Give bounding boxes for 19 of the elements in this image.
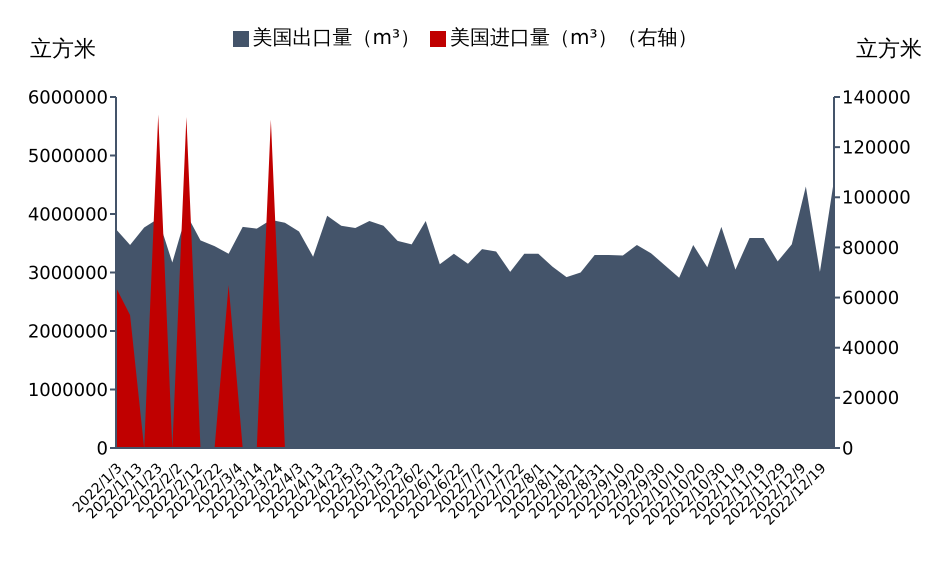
y2-tick-label: 20000 — [842, 388, 900, 410]
y2-tick-label: 40000 — [842, 338, 900, 360]
y-tick-label: 2000000 — [28, 321, 108, 342]
y-tick-label: 5000000 — [28, 146, 108, 167]
y-tick-label: 0 — [96, 438, 108, 460]
y2-tick-label: 80000 — [842, 238, 900, 259]
y-tick-label: 1000000 — [28, 380, 108, 401]
y-axis-title: 立方米 — [30, 36, 96, 64]
y-tick-label: 3000000 — [28, 262, 108, 284]
y2-tick-label: 0 — [842, 438, 854, 460]
y-tick-label: 4000000 — [28, 204, 108, 226]
y2-tick-label: 140000 — [842, 87, 911, 108]
y2-tick-label: 100000 — [842, 188, 911, 209]
y-tick-label: 6000000 — [28, 87, 108, 108]
y2-tick-label: 60000 — [842, 288, 900, 309]
y2-axis-title: 立方米 — [856, 36, 922, 64]
legend-label: 美国进口量（m³）（右轴） — [450, 25, 698, 49]
y2-tick-label: 120000 — [842, 138, 911, 159]
legend-label: 美国出口量（m³） — [252, 25, 420, 49]
